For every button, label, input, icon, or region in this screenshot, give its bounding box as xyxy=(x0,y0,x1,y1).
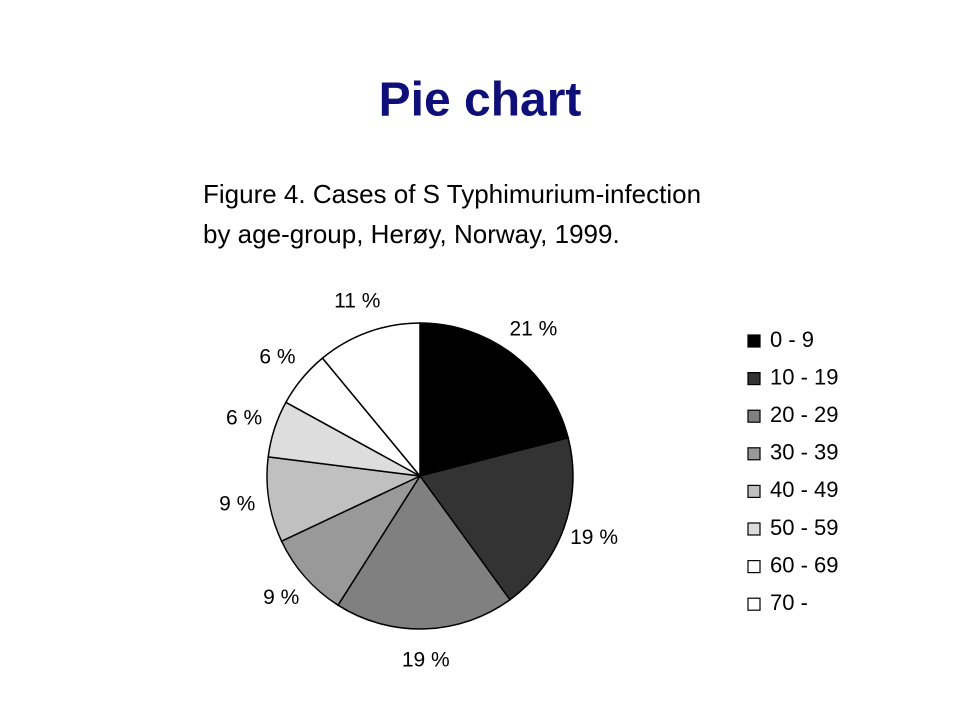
slice-label: 6 % xyxy=(259,346,295,369)
slice-label: 21 % xyxy=(509,317,557,340)
legend-swatch xyxy=(747,559,761,574)
legend-swatch xyxy=(747,334,761,348)
chart-title: Figure 4. Cases of S Typhimurium-infecti… xyxy=(203,179,701,209)
chart-title: by age-group, Herøy, Norway, 1999. xyxy=(203,219,620,249)
slide-title: Pie chart xyxy=(379,74,582,127)
pie-slice xyxy=(321,322,421,479)
legend-label: 30 - 39 xyxy=(770,440,839,465)
legend-swatch xyxy=(747,484,761,498)
pie-slice xyxy=(419,322,570,477)
legend-swatch xyxy=(747,447,761,461)
slice-label: 19 % xyxy=(402,648,450,671)
slice-label: 19 % xyxy=(570,526,618,549)
legend-label: 40 - 49 xyxy=(770,477,839,502)
pie-slice xyxy=(266,455,423,543)
legend-swatch xyxy=(747,522,761,536)
legend-label: 20 - 29 xyxy=(770,402,839,427)
slice-label: 9 % xyxy=(219,492,255,515)
pie-slice xyxy=(280,474,423,607)
slice-label: 6 % xyxy=(226,406,262,429)
legend-label: 10 - 19 xyxy=(770,364,839,389)
legend-label: 70 - xyxy=(770,590,808,615)
legend-swatch xyxy=(747,409,761,423)
legend-swatch xyxy=(747,597,761,611)
pie-slice xyxy=(418,437,574,601)
slice-label: 9 % xyxy=(263,586,299,609)
pie-slice xyxy=(336,474,511,630)
slice-label: 11 % xyxy=(334,289,380,312)
legend-label: 0 - 9 xyxy=(770,327,814,352)
legend-label: 50 - 59 xyxy=(770,515,839,540)
legend-label: 60 - 69 xyxy=(770,552,839,577)
legend-swatch xyxy=(747,372,761,386)
